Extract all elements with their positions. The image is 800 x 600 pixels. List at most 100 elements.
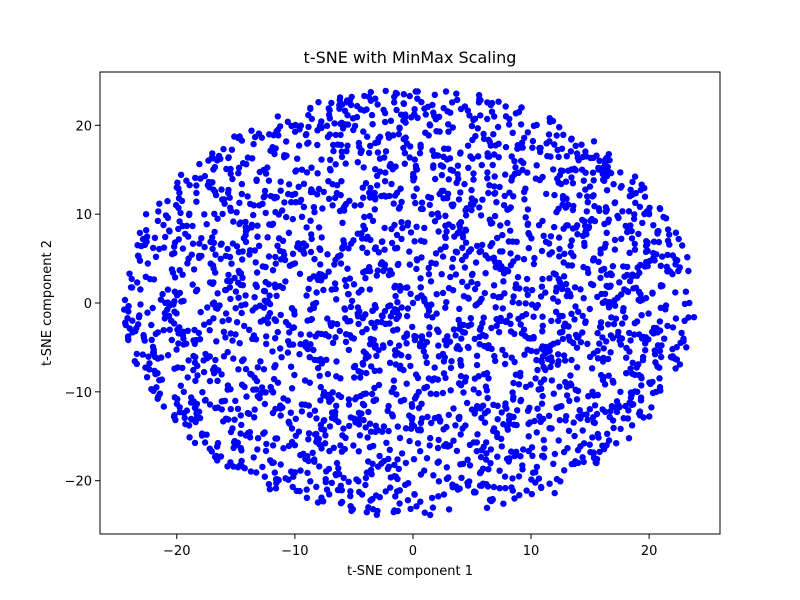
scatter-point — [490, 483, 498, 491]
scatter-point — [359, 359, 366, 367]
scatter-point — [606, 413, 613, 421]
scatter-point — [248, 127, 255, 134]
scatter-point — [303, 224, 310, 231]
scatter-point — [376, 168, 384, 175]
scatter-point — [556, 383, 563, 390]
scatter-point — [305, 111, 312, 119]
scatter-point — [318, 445, 325, 452]
scatter-point — [683, 344, 690, 351]
scatter-point — [480, 130, 487, 138]
scatter-point — [504, 268, 512, 275]
scatter-point — [636, 269, 643, 277]
scatter-point — [520, 326, 528, 333]
scatter-point — [538, 358, 545, 366]
scatter-point — [459, 278, 466, 286]
scatter-point — [340, 425, 347, 432]
scatter-point — [473, 439, 480, 446]
scatter-point — [367, 142, 374, 149]
scatter-point — [177, 209, 184, 217]
scatter-point — [183, 177, 190, 184]
scatter-point — [304, 469, 311, 477]
scatter-point — [272, 260, 279, 267]
scatter-point — [555, 317, 562, 324]
scatter-point — [350, 442, 357, 449]
scatter-point — [223, 165, 230, 173]
scatter-point — [425, 264, 432, 272]
scatter-point — [590, 192, 597, 199]
scatter-point — [369, 217, 377, 224]
scatter-point — [382, 193, 389, 200]
scatter-point — [333, 296, 340, 303]
scatter-point — [506, 115, 513, 123]
scatter-point — [346, 422, 353, 430]
scatter-point — [310, 204, 318, 211]
scatter-point — [417, 498, 424, 505]
scatter-point — [256, 394, 263, 402]
scatter-point — [230, 218, 237, 225]
scatter-point — [329, 202, 336, 209]
scatter-point — [291, 371, 298, 379]
scatter-point — [508, 354, 515, 361]
scatter-point — [511, 495, 518, 502]
scatter-point — [409, 299, 417, 307]
scatter-point — [545, 412, 553, 419]
scatter-point — [430, 472, 437, 479]
scatter-point — [285, 190, 292, 198]
scatter-point — [523, 487, 530, 494]
scatter-point — [396, 487, 403, 494]
scatter-point — [607, 408, 614, 415]
scatter-point — [220, 328, 228, 335]
scatter-point — [327, 167, 334, 174]
scatter-point — [487, 446, 495, 453]
scatter-point — [271, 195, 278, 202]
scatter-point — [368, 363, 375, 370]
scatter-point — [672, 365, 679, 372]
scatter-point — [459, 231, 466, 238]
scatter-point — [514, 407, 521, 414]
scatter-point — [437, 416, 444, 424]
scatter-point — [581, 242, 588, 250]
scatter-point — [367, 335, 374, 343]
scatter-point — [374, 267, 381, 274]
scatter-point — [525, 335, 532, 342]
scatter-point — [358, 230, 365, 237]
scatter-point — [542, 238, 550, 245]
scatter-point — [390, 200, 397, 207]
scatter-point — [371, 324, 378, 331]
scatter-point — [189, 281, 196, 288]
scatter-point — [542, 289, 549, 296]
scatter-point — [360, 107, 368, 114]
scatter-point — [423, 359, 430, 366]
scatter-point — [522, 185, 529, 192]
scatter-point — [562, 178, 570, 185]
scatter-point — [408, 421, 416, 428]
scatter-point — [265, 177, 273, 184]
scatter-point — [281, 256, 289, 264]
scatter-point — [258, 134, 265, 141]
scatter-point — [443, 423, 450, 431]
scatter-point — [235, 170, 242, 177]
scatter-point — [502, 103, 509, 110]
scatter-point — [261, 297, 268, 304]
scatter-point — [322, 432, 329, 439]
scatter-point — [269, 348, 276, 355]
scatter-point — [411, 332, 418, 340]
scatter-point — [457, 150, 464, 157]
scatter-point — [618, 235, 625, 242]
scatter-point — [212, 356, 219, 364]
scatter-point — [239, 274, 246, 281]
scatter-point — [601, 381, 609, 388]
scatter-point — [635, 230, 642, 238]
scatter-point — [189, 240, 197, 247]
scatter-point — [510, 293, 517, 300]
scatter-point — [435, 353, 443, 360]
scatter-point — [522, 300, 529, 307]
scatter-point — [236, 269, 243, 277]
scatter-point — [370, 442, 377, 450]
scatter-point — [669, 345, 676, 353]
scatter-point — [435, 328, 442, 335]
scatter-point — [577, 339, 585, 346]
scatter-point — [407, 143, 414, 150]
scatter-point — [449, 264, 456, 271]
scatter-point — [162, 233, 169, 241]
